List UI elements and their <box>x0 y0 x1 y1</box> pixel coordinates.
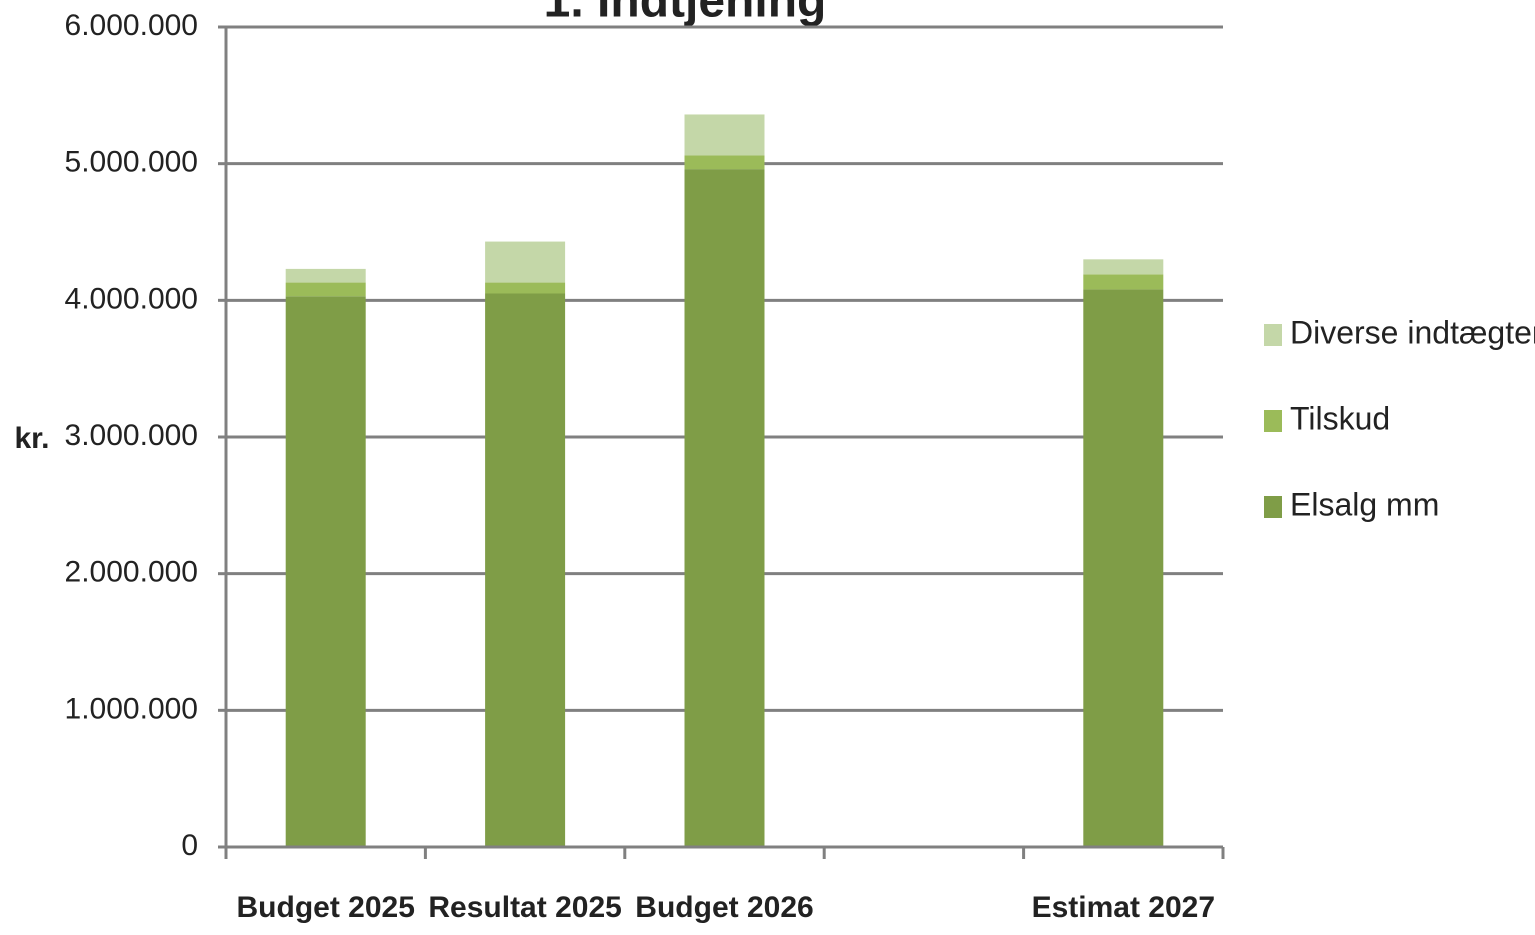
bar-segment <box>285 268 366 283</box>
y-tick-label: 1.000.000 <box>65 692 198 725</box>
x-tick-label: Budget 2026 <box>635 891 813 924</box>
legend-label: Elsalg mm <box>1290 486 1439 522</box>
bar-segment <box>684 114 765 156</box>
x-tick-label: Estimat 2027 <box>1032 891 1215 924</box>
bar-segment <box>684 155 765 170</box>
bar-segment <box>1083 274 1164 290</box>
y-tick-label: 6.000.000 <box>65 9 198 42</box>
bar-segment <box>485 282 566 294</box>
bar-segment <box>684 169 765 848</box>
y-tick-label: 3.000.000 <box>65 419 198 452</box>
y-axis-label: kr. <box>14 422 49 455</box>
bar-segment <box>285 296 366 847</box>
legend-label: Tilskud <box>1290 400 1390 436</box>
y-tick-label: 0 <box>181 829 198 862</box>
bar-segment <box>485 241 566 283</box>
legend-label: Diverse indtægter <box>1290 314 1535 350</box>
bar-segment <box>1083 289 1164 847</box>
bar-segment <box>485 293 566 847</box>
y-tick-label: 2.000.000 <box>65 556 198 589</box>
x-tick-label: Resultat 2025 <box>428 891 621 924</box>
y-tick-label: 4.000.000 <box>65 282 198 315</box>
chart-title: 1. Indtjening <box>544 0 827 28</box>
x-tick-label: Budget 2025 <box>237 891 415 924</box>
legend-swatch <box>1264 496 1282 518</box>
bar-segment <box>1083 259 1164 275</box>
legend-swatch <box>1264 324 1282 346</box>
bar-segment <box>285 282 366 297</box>
y-tick-label: 5.000.000 <box>65 146 198 179</box>
legend-swatch <box>1264 410 1282 432</box>
